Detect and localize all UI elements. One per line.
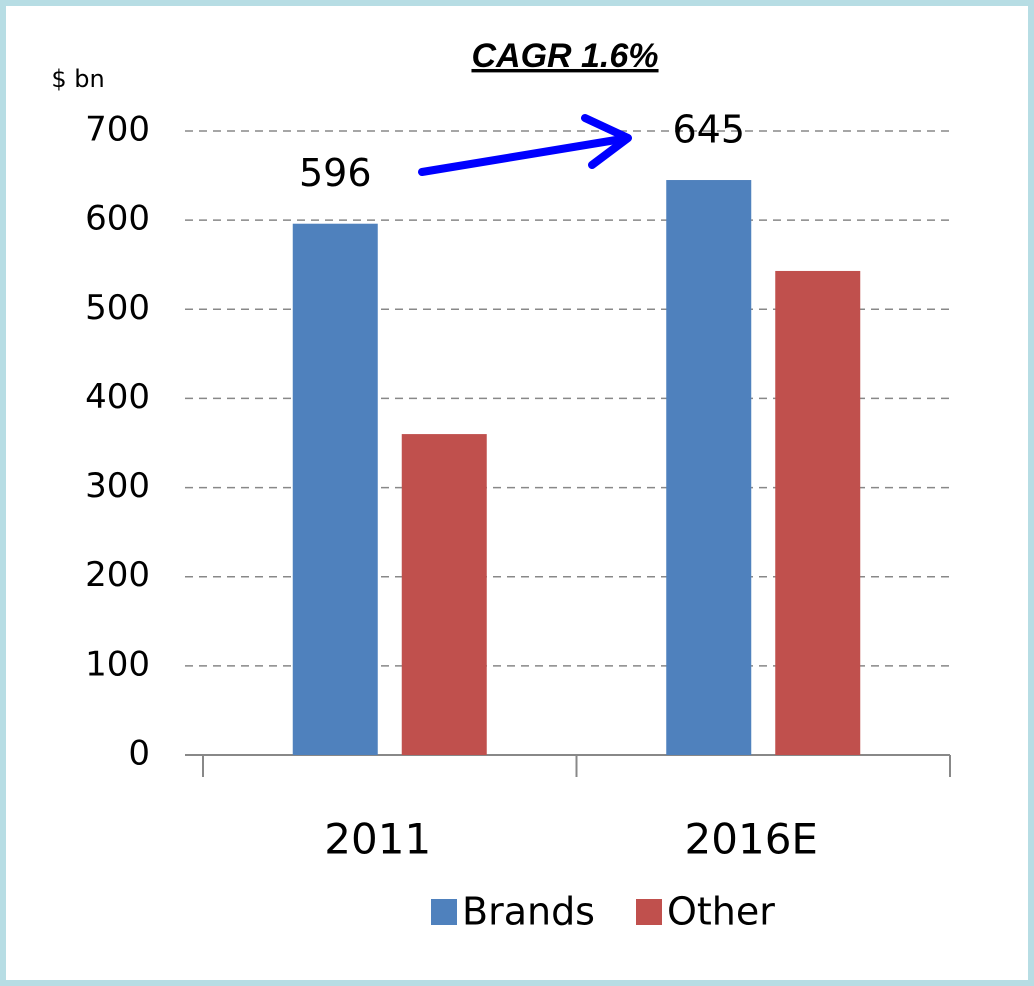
y-tick-label: 400 xyxy=(85,377,150,417)
x-tick-label: 2011 xyxy=(324,815,431,864)
y-tick-label: 300 xyxy=(85,466,150,506)
y-tick-label: 500 xyxy=(85,288,150,328)
legend-label: Brands xyxy=(462,890,595,934)
legend-swatch xyxy=(636,899,662,925)
data-label: 645 xyxy=(672,108,745,152)
data-label: 596 xyxy=(299,151,372,195)
y-tick-label: 0 xyxy=(128,734,150,774)
y-tick-label: 700 xyxy=(85,110,150,150)
y-tick-label: 600 xyxy=(85,199,150,239)
x-tick-label: 2016E xyxy=(685,815,818,864)
y-axis-label: $ bn xyxy=(51,65,104,93)
bar xyxy=(666,180,752,755)
bar xyxy=(775,270,861,755)
cagr-arrow xyxy=(418,114,632,176)
chart-title: CAGR 1.6% xyxy=(471,37,658,75)
y-tick-label: 200 xyxy=(85,555,150,595)
legend-swatch xyxy=(431,899,457,925)
bar xyxy=(401,434,487,755)
plot-area: 0 100 200 300 400 500 600 700 596 645 2011 2016E Bra… xyxy=(85,108,951,934)
arrow-line xyxy=(418,135,626,176)
bar xyxy=(292,223,378,756)
y-tick-label: 100 xyxy=(85,644,150,684)
legend-label: Other xyxy=(667,890,775,934)
arrow-head xyxy=(581,114,632,169)
